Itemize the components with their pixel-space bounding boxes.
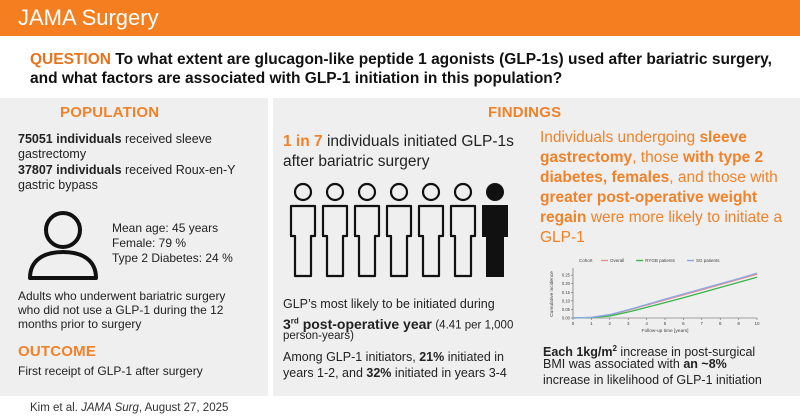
legend-label-0: Overall xyxy=(610,258,624,263)
bypass-line-2: gastric bypass xyxy=(18,178,98,192)
x-tick-label: 10 xyxy=(754,321,760,326)
x-tick-label: 2 xyxy=(609,321,612,326)
y-tick-label: 0.25 xyxy=(562,273,571,278)
factors-line-2: gastrectomy, those with type 2 xyxy=(540,149,764,166)
findings-title: FINDINGS xyxy=(488,104,562,121)
y-tick-label: 0.20 xyxy=(562,281,571,286)
bmi-line-3: increase in likelihood of GLP-1 initiati… xyxy=(543,373,762,387)
ratio-line-1: 1 in 7 individuals initiated GLP-1s xyxy=(283,133,514,150)
person-icon-1 xyxy=(289,182,317,278)
factors-line-1: Individuals undergoing sleeve xyxy=(540,129,747,146)
person-icon-6 xyxy=(449,182,477,278)
journal-title: JAMA Surgery xyxy=(18,5,159,30)
x-tick-label: 0 xyxy=(572,321,575,326)
population-title: POPULATION xyxy=(60,104,160,121)
bmi-line-1: Each 1kg/m2 increase in post-surgical xyxy=(543,344,756,360)
person-icon-4 xyxy=(385,182,413,278)
citation: Kim et al. JAMA Surg, August 27, 2025 xyxy=(30,402,229,414)
factors-line-3: diabetes, females, and those with xyxy=(540,169,778,186)
x-tick-label: 5 xyxy=(664,321,667,326)
outcome-text: First receipt of GLP-1 after surgery xyxy=(18,364,203,378)
timing-line-2: 3rd post-operative year (4.41 per 1,000 xyxy=(283,315,514,332)
y-tick-label: 0.15 xyxy=(562,290,571,295)
factors-line-4: greater post-operative weight xyxy=(540,189,758,206)
criteria-line-1: Adults who underwent bariatric surgery xyxy=(18,289,226,303)
x-tick-label: 7 xyxy=(701,321,704,326)
x-tick-label: 9 xyxy=(737,321,740,326)
criteria-line-2: who did not use a GLP-1 during the 12 xyxy=(18,303,224,317)
series-line-sg-patients xyxy=(572,272,758,319)
x-axis-label: Follow-up time [years] xyxy=(642,328,689,334)
female-pct: Female: 79 % xyxy=(112,236,187,250)
person-icon-5 xyxy=(417,182,445,278)
question-line-1: To what extent are glucagon-like peptide… xyxy=(115,51,772,68)
person-outline-icon xyxy=(28,211,98,280)
x-tick-label: 3 xyxy=(627,321,630,326)
bmi-line-2: BMI was associated with an ~8% xyxy=(543,357,727,371)
diabetes-pct: Type 2 Diabetes: 24 % xyxy=(112,251,233,265)
question-block: QUESTION To what extent are glucagon-lik… xyxy=(30,50,790,88)
x-tick-label: 8 xyxy=(719,321,722,326)
person-icon-3 xyxy=(353,182,381,278)
bypass-line-1: 37807 individuals received Roux-en-Y xyxy=(18,163,236,177)
cumulative-incidence-chart: Cohort Overall RYGB patients SG patients 0.0… xyxy=(549,258,760,334)
ratio-line-2: after bariatric surgery xyxy=(283,153,430,170)
y-tick-label: 0.05 xyxy=(562,307,571,312)
outcome-title: OUTCOME xyxy=(18,343,97,360)
factors-line-5: regain were more likely to initiate a xyxy=(540,209,783,226)
question-line-2: and what factors are associated with GLP… xyxy=(30,70,563,87)
legend-label-2: SG patients xyxy=(696,258,720,263)
people-icons xyxy=(289,182,508,278)
y-tick-label: 0.00 xyxy=(562,316,571,321)
mean-age: Mean age: 45 years xyxy=(112,221,219,235)
findings-panel: FINDINGS 1 in 7 individuals initiated GL… xyxy=(273,98,800,396)
legend-label-1: RYGB patients xyxy=(645,258,675,263)
initiators-line-1: Among GLP-1 initiators, 21% initiated in xyxy=(283,350,504,364)
series-line-rygb-patients xyxy=(572,276,758,319)
y-tick-label: 0.10 xyxy=(562,298,571,303)
legend-title: Cohort xyxy=(579,258,593,263)
person-icon-highlight xyxy=(482,183,508,277)
x-tick-label: 4 xyxy=(645,321,648,326)
sleeve-line-2: gastrectomy xyxy=(18,147,87,161)
y-axis-label: Cumulative incidence xyxy=(549,271,555,317)
initiators-line-2: years 1-2, and 32% initiated in years 3-… xyxy=(283,366,507,380)
question-label: QUESTION xyxy=(30,51,111,68)
factors-line-6: GLP-1 xyxy=(540,229,585,246)
x-tick-label: 6 xyxy=(682,321,685,326)
timing-line-1: GLP’s most likely to be initiated during xyxy=(283,297,495,311)
timing-line-3: person-years) xyxy=(283,330,354,342)
sleeve-line-1: 75051 individuals received sleeve xyxy=(18,132,212,146)
x-tick-label: 1 xyxy=(590,321,593,326)
person-icon-2 xyxy=(321,182,349,278)
header-bar: JAMA Surgery xyxy=(0,0,800,36)
criteria-line-3: months prior to surgery xyxy=(18,317,142,331)
population-panel: POPULATION 75051 individuals received sl… xyxy=(0,98,268,396)
